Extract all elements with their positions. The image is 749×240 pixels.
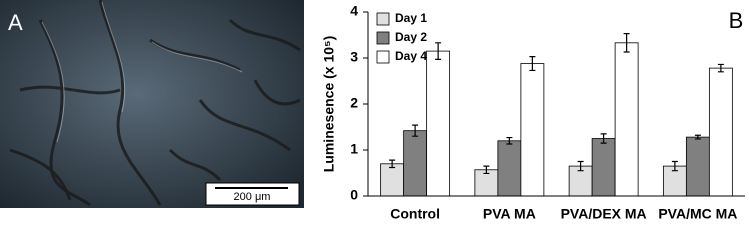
photo-background	[0, 0, 304, 208]
cells	[9, 0, 301, 207]
figure: A 200 μm B Luminesence (x 10⁵) 0 1 2 3 4 Cont…	[0, 0, 745, 222]
error-bar	[389, 159, 396, 169]
y-tick-label: 1	[350, 141, 358, 157]
scale-bar-label: 200 μm	[234, 191, 271, 203]
y-tick-label: 0	[350, 187, 358, 203]
error-bar	[483, 165, 490, 175]
bar	[708, 67, 733, 197]
bar	[403, 130, 428, 197]
micrograph: A 200 μm	[0, 0, 304, 208]
error-bar	[600, 133, 607, 144]
error-bar	[717, 63, 724, 73]
error-bar	[506, 136, 513, 145]
bar	[380, 163, 405, 197]
bar	[520, 63, 545, 197]
y-tick-label: 4	[350, 3, 358, 19]
panel-label: B	[729, 8, 744, 33]
x-tick-label: PVA/MC MA	[658, 206, 737, 222]
legend-label: Day 2	[395, 30, 427, 44]
panel-label: A	[8, 10, 23, 35]
error-bar	[623, 33, 630, 53]
error-bar	[694, 134, 701, 140]
error-bar	[435, 42, 442, 60]
bar	[426, 50, 451, 197]
bar	[591, 138, 616, 197]
bar	[685, 136, 710, 197]
bar	[497, 140, 522, 197]
y-axis-label: Luminesence (x 10⁵)	[321, 36, 337, 173]
legend-swatch	[376, 50, 390, 64]
legend-swatch	[376, 12, 390, 26]
legend-swatch	[376, 31, 390, 45]
x-tick-label: PVA/DEX MA	[561, 206, 647, 222]
x-tick-label: PVA MA	[483, 206, 536, 222]
error-bar	[671, 160, 678, 172]
x-tick-label: Control	[390, 206, 440, 222]
legend-label: Day 1	[395, 11, 427, 25]
chart: B Luminesence (x 10⁵) 0 1 2 3 4 Control PVA MA…	[321, 3, 745, 222]
bar	[614, 42, 639, 197]
error-bar	[529, 56, 536, 72]
y-tick-label: 2	[350, 95, 358, 111]
legend-label: Day 4	[395, 49, 427, 63]
error-bar	[577, 160, 584, 172]
y-tick-label: 3	[350, 49, 358, 65]
error-bar	[412, 124, 419, 137]
